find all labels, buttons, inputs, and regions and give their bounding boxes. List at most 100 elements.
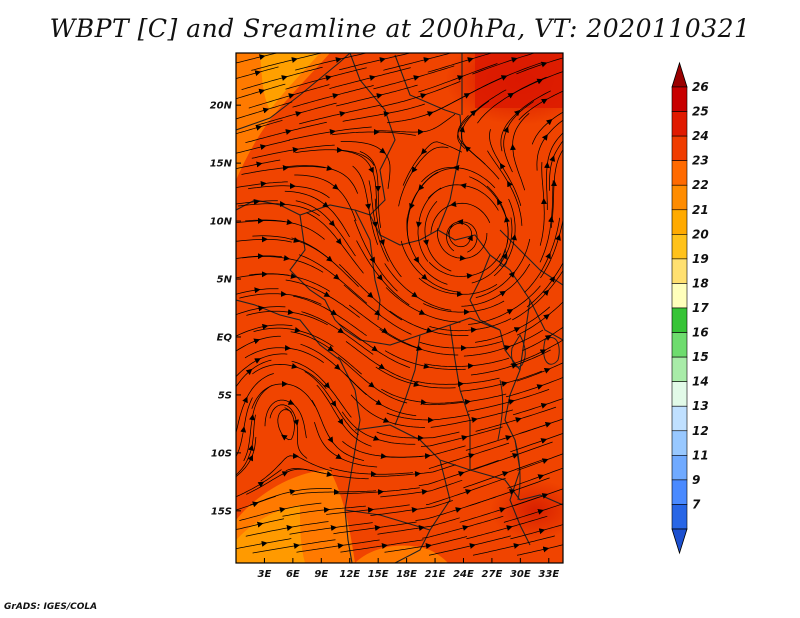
colorbar-label: 26 xyxy=(692,80,709,94)
streamline-arrow xyxy=(544,421,552,428)
streamline-arrow xyxy=(323,291,331,297)
colorbar-label: 17 xyxy=(692,301,709,315)
streamline-arrow xyxy=(508,399,515,405)
streamline-arrow xyxy=(334,363,341,370)
streamline-arrow xyxy=(281,471,289,477)
streamline-arrow xyxy=(258,305,265,312)
streamline-arrow xyxy=(409,202,415,210)
streamline-arrow xyxy=(256,521,264,528)
streamline-arrow xyxy=(326,165,333,171)
streamline-arrow xyxy=(292,147,299,153)
streamline-arrow xyxy=(549,276,556,283)
colorbar-swatch xyxy=(671,405,688,432)
colorbar-swatch xyxy=(671,160,688,186)
colorbar-swatch xyxy=(671,135,688,161)
colorbar-label: 20 xyxy=(692,227,709,241)
streamline-arrow xyxy=(450,201,457,207)
streamline-arrow xyxy=(295,111,302,117)
streamline-arrow xyxy=(332,183,339,190)
streamline-arrow xyxy=(423,363,430,369)
colorbar-swatch xyxy=(671,381,688,407)
colorbar-label: 14 xyxy=(692,375,709,389)
streamline-arrow xyxy=(258,54,266,61)
streamline-arrow xyxy=(549,155,556,162)
streamline xyxy=(236,101,293,120)
streamline-arrow xyxy=(458,471,465,477)
streamline xyxy=(503,503,563,523)
streamline-arrow xyxy=(286,525,293,531)
colorbar-swatch xyxy=(671,332,688,358)
lon-tick-label: 27E xyxy=(482,569,503,580)
streamline-arrow xyxy=(245,368,253,375)
colorbar-swatch xyxy=(671,479,688,505)
streamline-arrow xyxy=(423,57,430,63)
streamline-arrow xyxy=(507,92,515,99)
streamline-arrow xyxy=(511,363,518,369)
streamline-arrow xyxy=(261,323,269,330)
streamline-arrow xyxy=(326,471,333,477)
streamline-arrow xyxy=(511,234,517,241)
streamline-arrow xyxy=(327,345,334,352)
streamline-arrow xyxy=(261,540,268,547)
streamline-arrow xyxy=(512,453,519,459)
streamline-arrow xyxy=(467,57,474,63)
streamline-arrow xyxy=(420,93,427,99)
streamline-arrow xyxy=(322,201,329,208)
streamline-arrow xyxy=(289,489,296,495)
streamline-arrow xyxy=(382,417,390,423)
lat-tick-label: 10N xyxy=(210,217,233,228)
streamline-arrow xyxy=(418,309,426,315)
streamline-arrow xyxy=(281,434,288,441)
streamline-arrow xyxy=(281,75,288,81)
colorbar-swatch xyxy=(671,258,688,284)
streamline-arrow xyxy=(379,239,385,246)
streamline-arrow xyxy=(499,507,506,513)
streamline-arrow xyxy=(539,349,547,355)
streamline-arrow xyxy=(501,252,507,260)
colorbar-swatch xyxy=(671,504,688,530)
latitude-axis: 20N 15N 10N 5N EQ 5S 10S 15S xyxy=(210,101,241,517)
streamline-arrow xyxy=(369,256,375,264)
streamline xyxy=(236,181,288,188)
streamline-arrow xyxy=(413,75,420,81)
lat-tick-label: 15S xyxy=(211,506,232,517)
colorbar-swatch xyxy=(671,307,688,333)
streamline-arrow xyxy=(421,273,428,280)
streamline-arrow xyxy=(542,289,550,297)
streamline-arrow xyxy=(255,124,263,131)
colorbar-swatch xyxy=(671,184,688,211)
colorbar-arrow-bottom xyxy=(671,528,688,555)
streamline-arrow xyxy=(369,75,376,81)
streamline-arrow xyxy=(294,327,301,333)
streamline-arrow xyxy=(545,252,551,260)
lon-tick-label: 18E xyxy=(396,569,417,580)
streamline-arrow xyxy=(368,381,375,388)
streamline-arrow xyxy=(383,111,390,117)
streamline-arrow xyxy=(291,363,298,369)
streamline-arrow xyxy=(291,57,298,63)
streamline-arrow xyxy=(537,474,545,480)
streamline-arrow xyxy=(541,493,549,499)
streamline-arrow xyxy=(379,57,386,63)
streamline-arrow xyxy=(506,309,514,315)
streamline-arrow xyxy=(258,88,266,95)
streamline-arrow xyxy=(293,419,299,426)
colorbar-label: 21 xyxy=(692,203,709,217)
streamline-arrow xyxy=(372,221,378,228)
streamline-arrow xyxy=(288,93,295,99)
streamline-arrow xyxy=(536,384,544,390)
streamline-arrow xyxy=(335,238,342,245)
colorbar-swatch xyxy=(671,209,688,235)
streamline-arrow xyxy=(497,198,503,206)
streamline-arrow xyxy=(330,400,337,408)
streamline-arrow xyxy=(461,435,468,441)
streamline-arrow xyxy=(371,345,378,352)
credit-label: GrADS: IGES/COLA xyxy=(4,602,98,612)
streamline-arrow xyxy=(376,274,383,281)
streamline-arrow xyxy=(413,381,420,387)
streamline-arrow xyxy=(455,507,462,513)
streamline-arrow xyxy=(503,126,509,134)
streamline-arrow xyxy=(290,273,297,279)
plot-area xyxy=(236,53,563,563)
streamline-arrow xyxy=(330,309,338,316)
